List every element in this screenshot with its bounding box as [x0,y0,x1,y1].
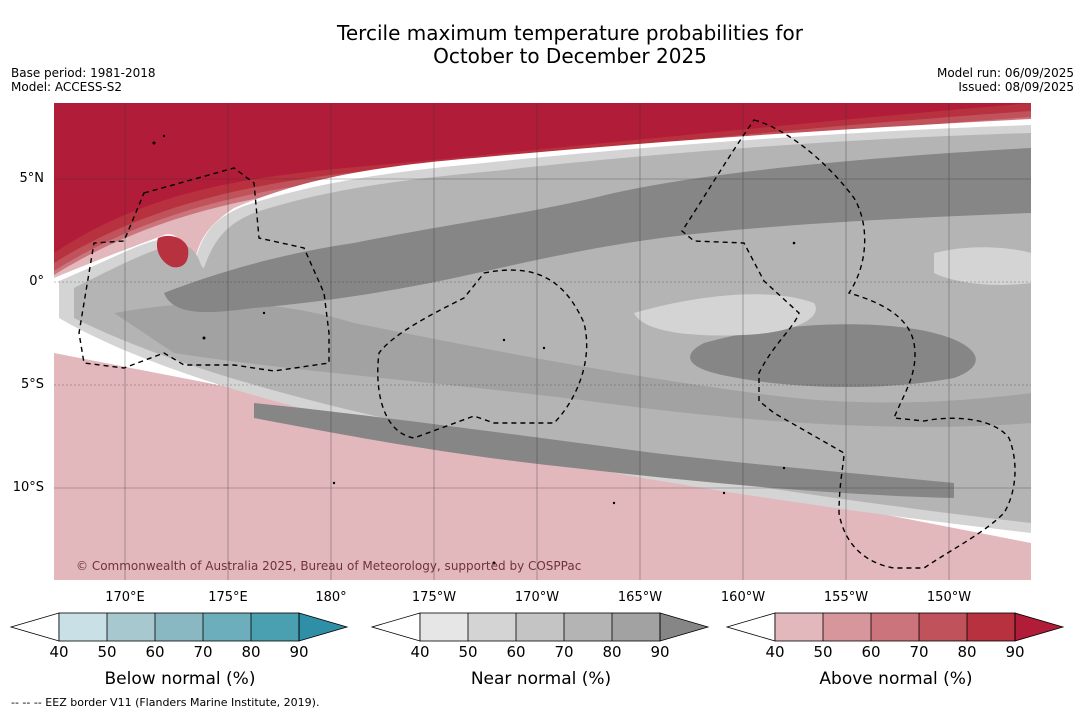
near-50-patch-a [634,294,816,336]
lon-label-150w: 150°W [926,590,972,605]
base-period: Base period: 1981-2018 [11,66,156,80]
near-50-patch-b [934,247,1031,285]
above-patch-west [156,235,189,268]
chart-title: Tercile maximum temperature probabilitie… [0,22,1085,68]
cbar-above-tick-50: 50 [813,643,833,661]
model-name: Model: ACCESS-S2 [11,80,123,94]
near-90-south-patch [254,403,954,498]
cbar-below-tick-70: 70 [193,643,213,661]
near-80-region [114,303,1031,427]
issued-date: Issued: 08/09/2025 [958,80,1074,94]
lat-label-10s: 10°S [12,480,44,495]
cbar-near-tick-50: 50 [458,643,478,661]
cbar-above-tick-60: 60 [861,643,881,661]
cbar-below-tick-90: 90 [289,643,309,661]
meta-right: Model run: 06/09/2025 Issued: 08/09/2025 [937,66,1074,94]
copyright-notice: © Commonwealth of Australia 2025, Bureau… [76,559,582,573]
lat-label-5s: 5°S [20,377,44,392]
colorbar-near [371,612,710,642]
cbar-above-tick-40: 40 [765,643,785,661]
model-run: Model run: 06/09/2025 [936,66,1074,80]
cbar-above-tick-90: 90 [1005,643,1025,661]
lon-label-175w: 175°W [411,590,457,605]
cbar-below-tick-80: 80 [241,643,261,661]
cbar-near-tick-40: 40 [410,643,430,661]
cbar-near-label: Near normal (%) [470,669,612,689]
lon-label-170e: 170°E [105,590,145,605]
near-70-region [74,133,1031,523]
cbar-near-tick-60: 60 [506,643,526,661]
lon-label-155w: 155°W [823,590,869,605]
colorbar-above [726,612,1065,642]
near-90-east-patch [690,324,976,388]
cbar-above-label: Above normal (%) [819,669,973,689]
cbar-below-tick-60: 60 [145,643,165,661]
eez-footnote: -- -- -- EEZ border V11 (Flanders Marine… [11,696,320,709]
lon-label-175e: 175°E [208,590,248,605]
colorbar-below [10,612,349,642]
lon-label-165w: 165°W [617,590,663,605]
cbar-below-label: Below normal (%) [104,669,256,689]
cbar-near-tick-80: 80 [602,643,622,661]
meta-left: Base period: 1981-2018 Model: ACCESS-S2 [11,66,156,94]
cbar-above-tick-70: 70 [909,643,929,661]
cbar-below-tick-50: 50 [97,643,117,661]
islands [152,134,796,565]
lon-label-180: 180° [315,590,347,605]
cbar-near-tick-90: 90 [650,643,670,661]
lon-label-170w: 170°W [514,590,560,605]
lat-label-5n: 5°N [19,171,45,186]
cbar-below-tick-40: 40 [49,643,69,661]
lat-label-0: 0° [29,274,44,289]
near-90-north-patch [164,148,1031,313]
probability-map [54,103,1031,580]
title-line-2: October to December 2025 [433,44,707,68]
lon-label-160w: 160°W [720,590,766,605]
eez-borders [78,119,1016,569]
title-line-1: Tercile maximum temperature probabilitie… [337,21,803,45]
cbar-above-tick-80: 80 [957,643,977,661]
graticule [54,103,1031,580]
cbar-near-tick-70: 70 [554,643,574,661]
